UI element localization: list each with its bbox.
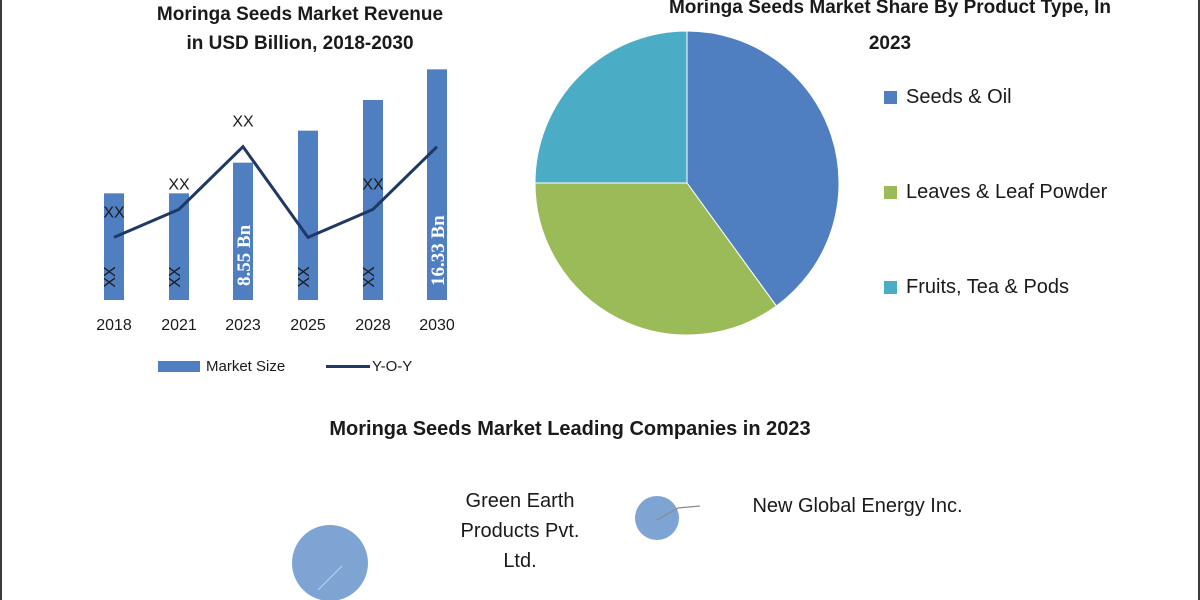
bar-label-2023: 8.55 Bn	[234, 224, 255, 286]
pie-legend-swatch-fruits	[884, 281, 897, 294]
pie-legend-leaves: Leaves & Leaf Powder	[884, 181, 1107, 204]
bar-label-2025: XX	[296, 266, 313, 288]
x-tick-2018: 2018	[96, 317, 132, 334]
bar-chart-title-line1: Moringa Seeds Market Revenue	[156, 4, 444, 25]
bubble-green-earth	[292, 525, 368, 600]
pie-chart-title-line2: 2023	[868, 33, 912, 54]
yoy-label-2018: XX	[103, 204, 125, 221]
x-tick-2023: 2023	[225, 317, 261, 334]
legend-market-size-label: Market Size	[206, 358, 286, 375]
pie-legend-fruits: Fruits, Tea & Pods	[884, 276, 1069, 299]
pie-legend-swatch-seeds-oil	[884, 91, 897, 104]
x-tick-2025: 2025	[290, 317, 326, 334]
pie-chart	[534, 30, 840, 336]
pie-slice-1	[534, 182, 778, 336]
pie-legend-label-leaves: Leaves & Leaf Powder	[906, 181, 1108, 203]
bar-2023	[233, 162, 253, 300]
bar-2021	[169, 193, 189, 300]
pie-legend-seeds-oil: Seeds & Oil	[884, 86, 1012, 109]
bar-2028	[363, 100, 383, 300]
bar-2030	[427, 69, 447, 300]
x-tick-2030: 2030	[419, 317, 455, 334]
bar-label-2030: 16.33 Bn	[428, 215, 449, 286]
legend-market-size: Market Size	[158, 358, 285, 375]
legend-yoy: Y-O-Y	[326, 358, 412, 375]
pie-chart-title: Moringa Seeds Market Share By Product Ty…	[590, 0, 1190, 62]
companies-title: Moringa Seeds Market Leading Companies i…	[329, 418, 811, 440]
company-green-earth: Green Earth Products Pvt. Ltd.	[440, 486, 600, 576]
bar-2018	[104, 193, 124, 300]
pie-legend-label-fruits: Fruits, Tea & Pods	[906, 276, 1070, 298]
yoy-line	[113, 144, 439, 240]
bubble-new-global-leader	[656, 505, 701, 521]
bar-chart-title-line2: in USD Billion, 2018-2030	[186, 33, 414, 54]
legend-market-size-swatch	[158, 361, 200, 372]
company-green-earth-line2: Products Pvt.	[460, 520, 580, 542]
yoy-label-2023: XX	[232, 114, 254, 131]
legend-yoy-label: Y-O-Y	[372, 358, 413, 375]
bar-label-2018: XX	[102, 266, 119, 288]
left-frame-border	[0, 0, 2, 600]
bubble-green-earth-leader	[317, 565, 343, 591]
pie-legend-label-seeds-oil: Seeds & Oil	[906, 86, 1012, 108]
company-green-earth-line3: Ltd.	[503, 550, 537, 572]
legend-yoy-line	[326, 365, 370, 368]
companies-bubbles	[292, 496, 701, 600]
bar-label-2021: XX	[167, 266, 184, 288]
x-tick-2028: 2028	[355, 317, 391, 334]
yoy-label-2028: XX	[362, 176, 384, 193]
bar-label-2028: XX	[361, 266, 378, 288]
bar-chart: XX 2018 XX 2021 8.55 Bn 2023 XX 2025 XX 2028 16.33…	[96, 69, 455, 334]
bar-chart-title: Moringa Seeds Market Revenue in USD Bill…	[120, 0, 480, 58]
x-tick-2021: 2021	[161, 317, 197, 334]
yoy-label-2021: XX	[168, 176, 190, 193]
pie-slice-2	[534, 30, 688, 184]
company-new-global-energy: New Global Energy Inc.	[752, 495, 963, 517]
pie-legend-swatch-leaves	[884, 186, 897, 199]
pie-chart-title-line1: Moringa Seeds Market Share By Product Ty…	[668, 0, 1112, 18]
pie-slice-0	[686, 30, 840, 307]
company-green-earth-line1: Green Earth	[465, 490, 575, 512]
bubble-new-global	[635, 496, 679, 540]
right-frame-border	[1198, 0, 1200, 600]
bar-2025	[298, 130, 318, 300]
